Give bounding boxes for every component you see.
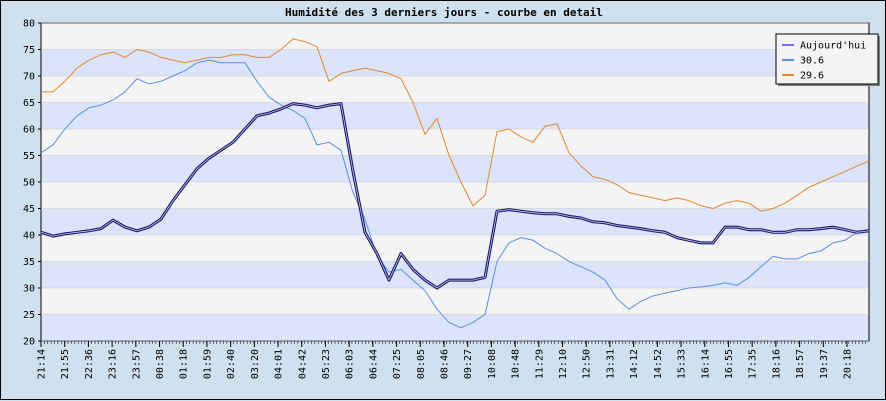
x-axis: 21:14 21:55 22:36 23:16 23:57 00:38 01:18 01:59…: [37, 341, 866, 379]
x-tick-label: 18:16: [771, 349, 782, 379]
x-tick-label: 23:57: [131, 349, 142, 379]
chart-title: Humidité des 3 derniers jours - courbe e…: [285, 6, 603, 19]
x-tick-label: 08:46: [440, 349, 451, 379]
x-tick-label: 10:48: [511, 349, 522, 379]
x-tick-label: 04:01: [274, 349, 285, 379]
legend-label: 30.6: [800, 56, 824, 67]
x-tick-label: 21:14: [37, 349, 48, 379]
y-tick-label: 40: [23, 231, 35, 242]
y-tick-label: 35: [23, 257, 35, 268]
x-tick-label: 12:10: [558, 349, 569, 379]
y-tick-label: 20: [23, 337, 35, 348]
x-tick-label: 16:14: [700, 349, 711, 379]
x-tick-label: 03:20: [250, 349, 261, 379]
y-tick-label: 30: [23, 284, 35, 295]
x-tick-label: 12:50: [582, 349, 593, 379]
series-line-30.6: [40, 59, 870, 329]
y-tick-label: 65: [23, 98, 35, 109]
x-tick-label: 22:36: [84, 349, 95, 379]
x-tick-label: 14:52: [653, 349, 664, 379]
x-tick-label: 01:18: [179, 349, 190, 379]
legend: Aujourd'hui 30.6 29.6: [775, 33, 880, 86]
plot-band: [41, 76, 869, 103]
plot-band: [41, 314, 869, 341]
y-tick-label: 45: [23, 204, 35, 215]
y-tick-label: 50: [23, 178, 35, 189]
x-tick-label: 07:25: [392, 349, 403, 379]
plot-band: [41, 129, 869, 156]
x-tick-label: 04:42: [297, 349, 308, 379]
series-highlight-Aujourd'hui: [40, 103, 870, 289]
plot-band: [41, 49, 869, 76]
x-tick-label: 19:37: [819, 349, 830, 379]
y-tick-label: 75: [23, 45, 35, 56]
x-tick-label: 15:33: [677, 349, 688, 379]
y-axis: 20 25 30 35 40 45 50 55 60 65 70 75 80: [23, 19, 41, 348]
grid-lines: [41, 22, 869, 342]
x-tick-label: 02:40: [226, 349, 237, 379]
plot-background: [40, 22, 870, 342]
plot-band: [41, 23, 869, 50]
x-tick-label: 16:55: [724, 349, 735, 379]
y-tick-label: 55: [23, 151, 35, 162]
x-tick-label: 01:59: [202, 349, 213, 379]
y-tick-label: 60: [23, 125, 35, 136]
x-tick-label: 23:16: [108, 349, 119, 379]
series-line-29.6: [41, 38, 870, 212]
plot-band: [41, 288, 869, 315]
x-tick-label: 08:05: [416, 349, 427, 379]
x-tick-label: 20:18: [843, 349, 854, 379]
x-tick-label: 17:35: [748, 349, 759, 379]
x-tick-label: 11:29: [534, 349, 545, 379]
x-tick-label: 10:08: [487, 349, 498, 379]
plot-band: [41, 102, 869, 129]
x-tick-label: 13:31: [605, 349, 616, 379]
plot-band: [41, 235, 869, 262]
plot-band: [41, 208, 869, 235]
y-tick-label: 70: [23, 72, 35, 83]
x-tick-label: 06:03: [345, 349, 356, 379]
plot-band: [41, 182, 869, 209]
series-lines: [40, 38, 870, 329]
x-tick-label: 21:55: [60, 349, 71, 379]
x-tick-label: 18:57: [795, 349, 806, 379]
legend-label: 29.6: [800, 71, 824, 82]
y-tick-label: 25: [23, 310, 35, 321]
x-tick-label: 14:12: [629, 349, 640, 379]
x-tick-label: 09:27: [463, 349, 474, 379]
y-tick-label: 80: [23, 19, 35, 30]
legend-label: Aujourd'hui: [800, 41, 866, 52]
plot-band: [41, 261, 869, 288]
x-tick-label: 06:44: [368, 349, 379, 379]
x-tick-label: 00:38: [155, 349, 166, 379]
x-tick-label: 05:23: [321, 349, 332, 379]
